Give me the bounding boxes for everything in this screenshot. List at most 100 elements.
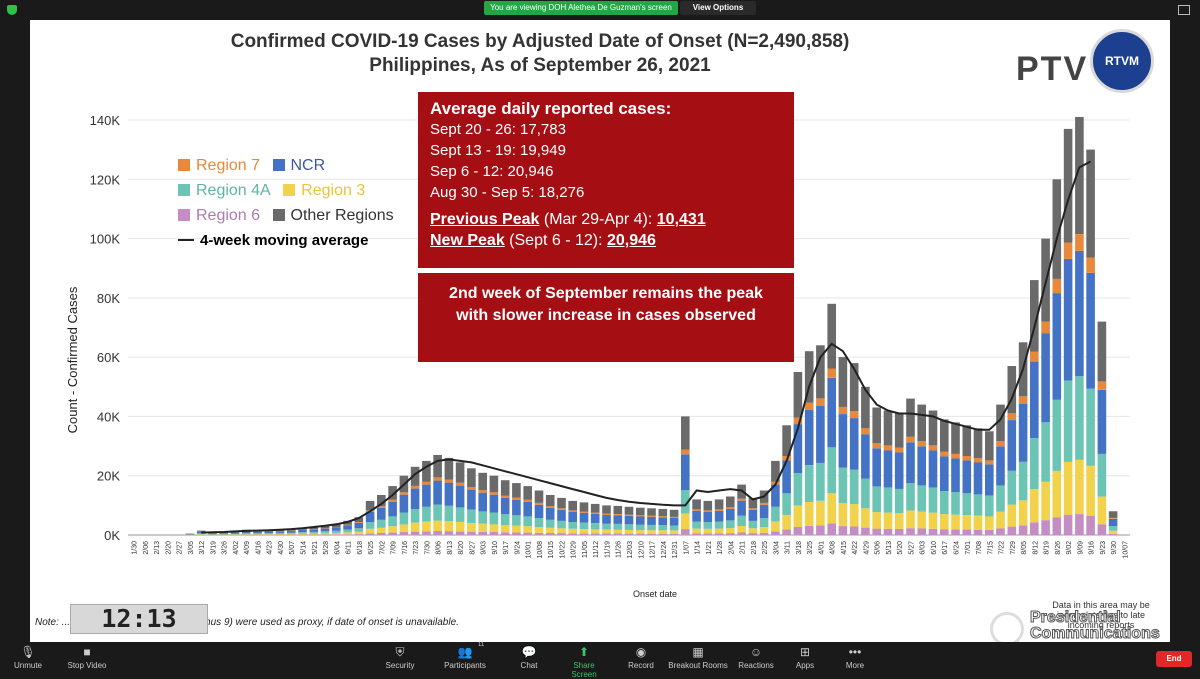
x-tick-label: 8/12: [1032, 541, 1039, 555]
bar-segment: [501, 496, 510, 498]
x-tick-label: 10/15: [548, 541, 555, 559]
avg-line: Sept 13 - 19: 19,949: [430, 140, 782, 161]
rtvm-logo-text: RTVM: [1101, 54, 1143, 68]
more-button[interactable]: •••More: [840, 645, 870, 670]
bar-segment: [1019, 500, 1028, 525]
x-tick-label: 7/30: [424, 541, 431, 555]
bar-segment: [535, 527, 544, 533]
bar-segment: [557, 528, 566, 533]
x-tick-label: 4/09: [244, 541, 251, 555]
x-tick-label: 7/16: [402, 541, 409, 555]
y-tick-label: 100K: [90, 232, 121, 247]
bar-segment: [614, 506, 623, 514]
bar-segment: [917, 405, 926, 442]
bar-segment: [219, 534, 228, 535]
zoom-top-bar: You are viewing DOH Alethea De Guzman's …: [0, 0, 1200, 20]
y-tick-label: 40K: [97, 409, 120, 424]
bar-segment: [850, 470, 859, 504]
zoom-toolbar: 🎙Unmute ■Stop Video ⛨Security 👥Participa…: [0, 642, 1200, 675]
x-tick-label: 5/21: [312, 541, 319, 555]
bar-segment: [670, 518, 679, 526]
bar-segment: [490, 476, 499, 493]
bar-segment: [805, 526, 814, 535]
bar-segment: [906, 528, 915, 535]
security-button[interactable]: ⛨Security: [380, 645, 420, 670]
bar-segment: [1086, 273, 1095, 389]
x-tick-label: 3/26: [222, 541, 229, 555]
bar-segment: [940, 419, 949, 451]
end-meeting-button[interactable]: End: [1156, 651, 1192, 667]
bar-segment: [794, 473, 803, 506]
x-tick-label: 8/26: [1055, 541, 1062, 555]
bar-segment: [985, 431, 994, 460]
bar-segment: [827, 493, 836, 523]
record-button[interactable]: ◉Record: [625, 645, 657, 670]
ptv-logo: PTV: [1016, 50, 1088, 89]
x-tick-label: 4/29: [863, 541, 870, 555]
bar-segment: [906, 399, 915, 437]
chat-button[interactable]: 💬Chat: [514, 645, 544, 670]
bar-segment: [760, 518, 769, 527]
bar-segment: [906, 442, 915, 483]
legend-swatch-region7: [178, 159, 190, 171]
bar-segment: [433, 477, 442, 480]
bar-segment: [580, 513, 589, 523]
bar-segment: [794, 424, 803, 473]
bar-segment: [1041, 482, 1050, 520]
bar-segment: [827, 447, 836, 493]
slide-title-line1: Confirmed COVID-19 Cases by Adjusted Dat…: [200, 30, 880, 54]
bar-segment: [895, 529, 904, 535]
bar-segment: [568, 522, 577, 529]
people-icon: 👥: [457, 645, 473, 659]
bar-segment: [568, 511, 577, 512]
bar-segment: [1019, 404, 1028, 462]
participants-button[interactable]: 👥Participants: [440, 645, 490, 670]
bar-segment: [1064, 243, 1073, 259]
x-tick-label: 5/14: [301, 541, 308, 555]
apps-button[interactable]: ⊞Apps: [790, 645, 820, 670]
bar-segment: [614, 524, 623, 530]
bar-segment: [433, 521, 442, 531]
unmute-button[interactable]: 🎙Unmute: [8, 645, 48, 670]
bar-segment: [816, 501, 825, 526]
reactions-button[interactable]: ☺Reactions: [736, 645, 776, 670]
bar-segment: [456, 522, 465, 531]
bar-segment: [433, 481, 442, 505]
bar-segment: [827, 523, 836, 535]
fullscreen-icon[interactable]: [1178, 5, 1190, 15]
legend-ma: 4-week moving average: [200, 232, 368, 249]
bar-segment: [568, 512, 577, 522]
x-tick-label: 7/15: [987, 541, 994, 555]
bar-segment: [400, 495, 409, 513]
bar-segment: [872, 529, 881, 535]
bar-segment: [996, 512, 1005, 529]
bar-segment: [1053, 471, 1062, 517]
bar-segment: [951, 458, 960, 492]
bar-segment: [490, 492, 499, 494]
bar-segment: [659, 517, 668, 525]
stop-video-button[interactable]: ■Stop Video: [62, 645, 112, 670]
bar-segment: [906, 483, 915, 510]
bar-segment: [636, 534, 645, 535]
bar-segment: [670, 517, 679, 518]
view-options-button[interactable]: View Options: [680, 1, 756, 15]
share-screen-button[interactable]: ⬆Share Screen: [560, 645, 608, 679]
x-tick-label: 10/22: [559, 541, 566, 559]
bar-segment: [794, 527, 803, 535]
bar-segment: [929, 488, 938, 513]
bar-segment: [1019, 525, 1028, 535]
bar-segment: [467, 510, 476, 523]
slide-title-line2: Philippines, As of September 26, 2021: [200, 54, 880, 78]
bar-segment: [310, 529, 319, 532]
breakout-rooms-button[interactable]: ▦Breakout Rooms: [668, 645, 728, 670]
x-tick-label: 9/09: [1077, 541, 1084, 555]
x-tick-label: 11/19: [605, 541, 612, 558]
bar-segment: [917, 446, 926, 485]
bar-segment: [839, 357, 848, 407]
grid-icon: ▦: [690, 645, 706, 659]
x-tick-label: 1/07: [683, 541, 690, 555]
bar-segment: [1075, 234, 1084, 251]
bar-segment: [1098, 524, 1107, 535]
bar-segment: [456, 486, 465, 508]
bar-segment: [321, 535, 330, 536]
